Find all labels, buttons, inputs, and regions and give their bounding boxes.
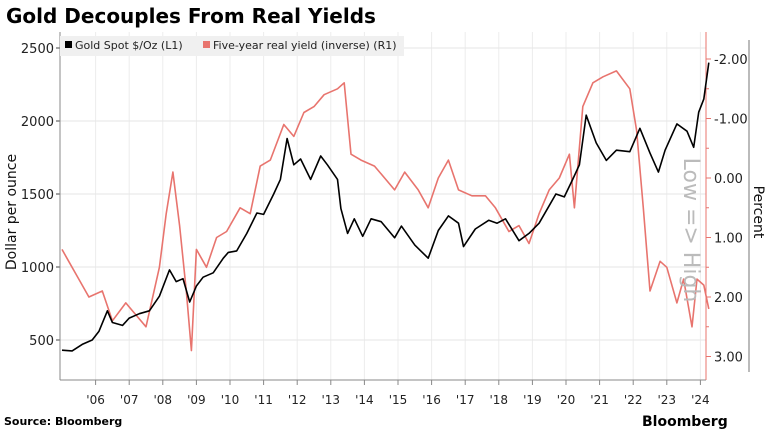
y-left-tick-label: 2500 — [21, 42, 54, 57]
x-tick-label: '22 — [624, 393, 643, 407]
real-yield-line — [61, 70, 710, 352]
x-tick-label: '10 — [221, 393, 240, 407]
x-tick-label: '17 — [456, 393, 475, 407]
x-tick-label: '20 — [557, 393, 576, 407]
x-tick-label: '08 — [154, 393, 173, 407]
y-right-tick-label: 1.00 — [714, 232, 743, 247]
legend-background — [60, 36, 404, 56]
x-tick-label: '23 — [658, 393, 677, 407]
x-tick-label: '12 — [288, 393, 307, 407]
gold-price-line — [61, 62, 710, 352]
y-left-tick-label: 1000 — [21, 261, 54, 276]
y-right-tick-label: 3.00 — [714, 351, 743, 366]
y-axis-left-label: Dollar per ounce — [4, 154, 20, 270]
x-tick-label: '06 — [86, 393, 105, 407]
bloomberg-logo: Bloomberg — [642, 414, 728, 430]
y-right-tick-label: -1.00 — [714, 113, 748, 128]
series-lines — [61, 62, 710, 352]
y-left-tick-label: 500 — [29, 334, 54, 349]
y-right-tick-label: -2.00 — [714, 53, 748, 68]
x-tick-label: '24 — [691, 393, 710, 407]
legend: Gold Spot $/Oz (L1) Five-year real yield… — [60, 36, 404, 56]
y-right-tick-label: 0.00 — [714, 172, 743, 187]
legend-label-gold: Gold Spot $/Oz (L1) — [75, 39, 183, 52]
chart-title: Gold Decouples From Real Yields — [6, 4, 376, 28]
x-tick-label: '15 — [389, 393, 408, 407]
x-tick-label: '09 — [187, 393, 206, 407]
x-tick-label: '19 — [523, 393, 542, 407]
axes: '06 '07 '08 '09 '10 '11 '12 '13 '14 '15 '16 '17 '18 '… — [21, 32, 750, 407]
x-tick-label: '21 — [590, 393, 609, 407]
source-note: Source: Bloomberg — [4, 415, 123, 428]
x-tick-label: '18 — [490, 393, 509, 407]
y-left-tick-label: 1500 — [21, 188, 54, 203]
x-tick-label: '11 — [254, 393, 273, 407]
y-left-tick-label: 2000 — [21, 115, 54, 130]
legend-swatch-gold — [65, 41, 72, 48]
x-tick-label: '13 — [322, 393, 341, 407]
y-right-tick-label: 2.00 — [714, 291, 743, 306]
x-tick-label: '07 — [120, 393, 139, 407]
direction-annotation: Low => High — [678, 158, 703, 303]
y-axis-right-label: Percent — [750, 186, 766, 239]
x-tick-label: '16 — [422, 393, 441, 407]
grid — [60, 32, 706, 380]
x-tick-label: '14 — [355, 393, 374, 407]
legend-swatch-yield — [203, 41, 210, 48]
legend-label-yield: Five-year real yield (inverse) (R1) — [213, 39, 397, 52]
